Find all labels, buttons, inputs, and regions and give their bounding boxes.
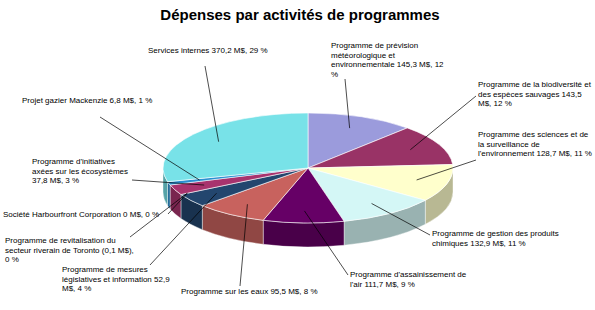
data-label: météorologique et (331, 51, 396, 60)
label-part: % (331, 70, 338, 79)
label-part: Société Harbourfront Corporation (3, 210, 121, 219)
label-part: 132,9 M$, (468, 239, 506, 248)
leader-line (345, 79, 350, 128)
label-part: Programme de gestion des produits (432, 229, 559, 238)
label-part: Programme d'initiatives (32, 157, 115, 166)
data-label: M$, 12 % (478, 99, 512, 108)
label-part: météorologique et (331, 51, 396, 60)
chart: Dépenses par activités de programmes Prog… (0, 0, 595, 310)
label-part: axées sur les écosystèmes (32, 167, 128, 176)
data-label: axées sur les écosystèmes (32, 167, 128, 176)
data-label: Programme des sciences et de (478, 130, 589, 139)
label-part: 12 % (491, 99, 511, 108)
data-label: Services internes 370,2 M$, 29 % (148, 46, 268, 55)
slice-side (263, 220, 344, 247)
label-part: 128,7 M$, (534, 149, 572, 158)
leader-line (410, 96, 476, 150)
label-part: 4 % (75, 284, 91, 293)
data-label: Programme de mesures (62, 265, 148, 274)
label-part: M$, (62, 284, 75, 293)
label-part: Programme des sciences et de (478, 130, 589, 139)
data-label: Programme d'initiatives (32, 157, 115, 166)
slice (163, 113, 308, 182)
label-part: Programme de prévision (331, 41, 418, 50)
data-label: % (331, 70, 338, 79)
label-part: chimiques (432, 239, 468, 248)
data-label: chimiques 132,9 M$, 11 % (432, 239, 526, 248)
chart-title: Dépenses par activités de programmes (160, 6, 439, 23)
slice-side (168, 182, 171, 209)
label-part: Programme de mesures (62, 265, 148, 274)
label-part: 0 % (143, 210, 159, 219)
label-part: 111,7 M$, (362, 280, 399, 289)
slice (308, 128, 453, 168)
pie-tops (163, 113, 453, 223)
data-label: 0 % (5, 255, 19, 264)
data-label: Projet gazier Mackenzie 6,8 M$, 1 % (22, 96, 152, 105)
leader-line (372, 203, 430, 235)
data-labels: Programme de prévisionmétéorologique ete… (3, 41, 592, 296)
label-part: 145,3 M$, (395, 60, 433, 69)
leader-line (417, 160, 476, 180)
data-label: l'environnement 128,7 M$, 11 % (478, 149, 592, 158)
leader-line (150, 193, 217, 265)
data-label: l'air 111,7 M$, 9 % (350, 280, 415, 289)
label-part: secteur riverain de Toronto (5, 246, 100, 255)
label-part: 8 % (302, 287, 318, 296)
label-part: 6,8 M$, (107, 96, 136, 105)
data-label: la surveillance de (478, 140, 540, 149)
data-label: secteur riverain de Toronto (0,1 M$), (5, 246, 134, 255)
label-part: législatives et information (62, 275, 152, 284)
label-part: 370,2 M$, (209, 46, 247, 55)
leader-lines (100, 66, 476, 286)
label-part: 11 % (572, 149, 592, 158)
data-label: Programme de prévision (331, 41, 418, 50)
label-part: la surveillance de (478, 140, 540, 149)
data-label: Programme de revitalisation du (5, 236, 116, 245)
label-part: 143,5 (559, 90, 582, 99)
data-label: Société Harbourfront Corporation 0 M$, 0… (3, 210, 159, 219)
label-part: 52,9 (152, 275, 170, 284)
label-part: Services internes (148, 46, 209, 55)
leader-line (240, 204, 247, 286)
label-part: 0 M$, (121, 210, 143, 219)
data-label: législatives et information 52,9 (62, 275, 170, 284)
label-part: environnementale (331, 60, 395, 69)
label-part: 9 % (399, 280, 415, 289)
label-part: Programme sur les eaux (181, 287, 268, 296)
label-part: 11 % (506, 239, 526, 248)
data-label: Programme de la biodiversité et (478, 80, 592, 89)
label-part: 1 % (136, 96, 152, 105)
label-part: M$, (478, 99, 491, 108)
label-part: l'air (350, 280, 363, 289)
data-label: 37,8 M$, 3 % (32, 176, 79, 185)
leader-line (132, 180, 204, 185)
leader-line (304, 211, 348, 275)
label-part: Programme de la biodiversité et (478, 80, 592, 89)
label-part: 37,8 M$, (32, 176, 63, 185)
label-part: 12 (432, 60, 444, 69)
label-part: l'environnement (478, 149, 535, 158)
leader-line (205, 66, 219, 142)
data-label: M$, 4 % (62, 284, 91, 293)
data-label: Programme de gestion des produits (432, 229, 559, 238)
leader-line (168, 193, 187, 214)
label-part: 95,5 M$, (268, 287, 301, 296)
label-part: 3 % (63, 176, 79, 185)
label-part: (0,1 M$), (100, 246, 134, 255)
label-part: Programme de revitalisation du (5, 236, 116, 245)
label-part: Programme d'assainissement de (350, 270, 467, 279)
label-part: 0 % (5, 255, 19, 264)
label-part: des espèces sauvages (478, 90, 559, 99)
data-label: Programme d'assainissement de (350, 270, 467, 279)
data-label: environnementale 145,3 M$, 12 (331, 60, 444, 69)
label-part: Projet gazier Mackenzie (22, 96, 108, 105)
data-label: Programme sur les eaux 95,5 M$, 8 % (181, 287, 318, 296)
data-label: des espèces sauvages 143,5 (478, 90, 582, 99)
label-part: 29 % (247, 46, 267, 55)
